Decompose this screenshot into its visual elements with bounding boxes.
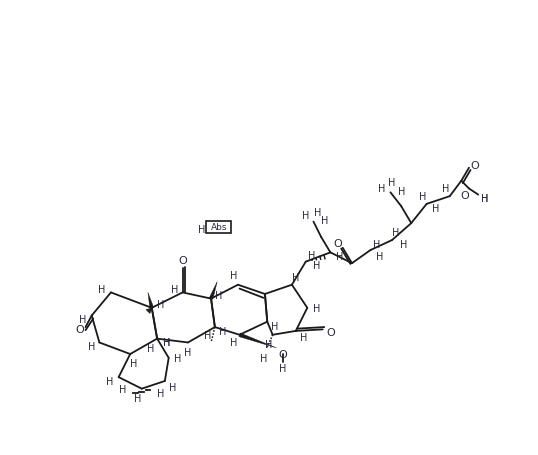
Text: O: O bbox=[334, 238, 343, 248]
Text: H: H bbox=[376, 252, 384, 262]
Polygon shape bbox=[209, 282, 217, 299]
Text: H: H bbox=[419, 192, 427, 202]
Text: H: H bbox=[300, 332, 307, 342]
Text: H: H bbox=[162, 338, 170, 348]
Text: H: H bbox=[314, 208, 321, 218]
Text: H: H bbox=[174, 353, 182, 363]
Text: H: H bbox=[157, 388, 165, 398]
Polygon shape bbox=[239, 333, 277, 348]
Text: H: H bbox=[432, 203, 440, 213]
Text: H: H bbox=[279, 363, 286, 373]
Text: O: O bbox=[471, 161, 479, 171]
Text: H: H bbox=[147, 343, 154, 353]
Text: O: O bbox=[326, 327, 335, 337]
Text: H: H bbox=[378, 184, 385, 194]
Text: H: H bbox=[88, 342, 95, 352]
Text: H: H bbox=[321, 216, 329, 226]
Text: H: H bbox=[106, 376, 113, 386]
Text: O: O bbox=[75, 324, 84, 334]
Text: H: H bbox=[98, 284, 105, 294]
Text: H: H bbox=[171, 284, 179, 294]
Text: H: H bbox=[134, 393, 141, 403]
Text: H: H bbox=[336, 252, 343, 262]
Text: H: H bbox=[302, 211, 309, 221]
Text: H: H bbox=[481, 193, 488, 203]
Text: H: H bbox=[400, 239, 407, 249]
Text: H: H bbox=[162, 338, 170, 348]
Text: O: O bbox=[278, 349, 287, 359]
Text: O: O bbox=[461, 190, 470, 200]
Text: Abs: Abs bbox=[210, 223, 227, 232]
Text: H: H bbox=[130, 359, 138, 369]
Text: H: H bbox=[203, 330, 211, 340]
Text: H: H bbox=[230, 338, 237, 348]
Text: H: H bbox=[219, 326, 226, 336]
Text: O: O bbox=[178, 256, 187, 266]
Text: H: H bbox=[157, 299, 165, 309]
Text: H: H bbox=[313, 303, 320, 313]
Text: H: H bbox=[215, 290, 222, 300]
Text: H: H bbox=[119, 384, 126, 394]
Text: H: H bbox=[392, 228, 400, 238]
Text: H: H bbox=[169, 382, 176, 392]
Text: H: H bbox=[198, 224, 206, 234]
Text: H: H bbox=[373, 239, 380, 249]
Text: H: H bbox=[313, 261, 320, 271]
Text: H: H bbox=[79, 315, 86, 325]
Text: H: H bbox=[184, 347, 192, 357]
Text: H: H bbox=[260, 353, 267, 363]
Text: H: H bbox=[481, 193, 488, 203]
Text: H: H bbox=[271, 321, 279, 331]
Text: H: H bbox=[292, 273, 300, 283]
Text: H: H bbox=[398, 187, 405, 197]
Text: H: H bbox=[442, 184, 450, 194]
Polygon shape bbox=[148, 293, 154, 308]
Text: H: H bbox=[265, 339, 272, 349]
FancyBboxPatch shape bbox=[207, 221, 231, 233]
Text: H: H bbox=[388, 177, 395, 187]
Text: H: H bbox=[230, 271, 238, 281]
Text: H: H bbox=[308, 251, 316, 261]
